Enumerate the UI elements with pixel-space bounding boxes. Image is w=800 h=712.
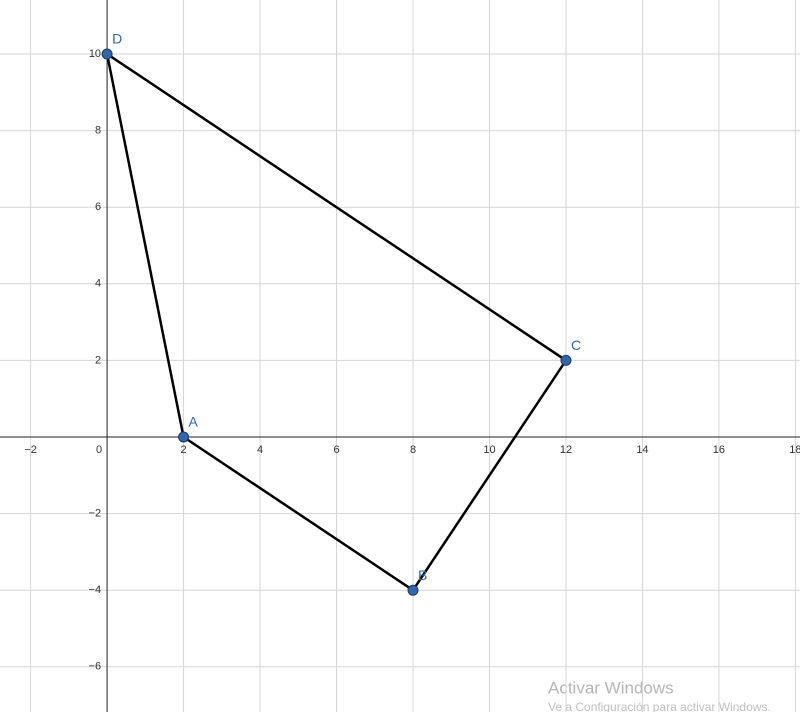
- point: [178, 431, 190, 443]
- point-label: D: [112, 31, 122, 47]
- point-label: B: [418, 567, 427, 583]
- point: [560, 354, 572, 366]
- x-tick-label: 8: [410, 444, 416, 456]
- y-tick-label: 4: [95, 278, 101, 290]
- x-tick-label: 2: [180, 444, 186, 456]
- x-tick-label: 4: [257, 444, 263, 456]
- y-tick-label: 10: [89, 48, 101, 60]
- y-tick-label: 6: [95, 201, 101, 213]
- x-tick-label: 12: [560, 444, 572, 456]
- y-tick-label: −4: [89, 584, 102, 596]
- x-tick-label: −2: [24, 444, 37, 456]
- point-label: A: [189, 414, 199, 430]
- x-tick-label: 10: [483, 444, 495, 456]
- watermark-subtitle: Ve a Configuración para activar Windows.: [548, 700, 771, 712]
- point: [407, 584, 419, 596]
- point-label: C: [571, 337, 581, 353]
- watermark-title: Activar Windows: [548, 678, 674, 697]
- y-tick-label: 2: [95, 354, 101, 366]
- x-tick-label: 0: [96, 444, 102, 456]
- x-tick-label: 16: [713, 444, 725, 456]
- y-tick-label: −6: [89, 661, 102, 673]
- x-tick-label: 6: [333, 444, 339, 456]
- x-tick-label: 14: [636, 444, 648, 456]
- y-tick-label: 8: [95, 125, 101, 137]
- point: [101, 48, 113, 60]
- y-tick-label: −2: [89, 508, 102, 520]
- x-tick-label: 18: [789, 444, 800, 456]
